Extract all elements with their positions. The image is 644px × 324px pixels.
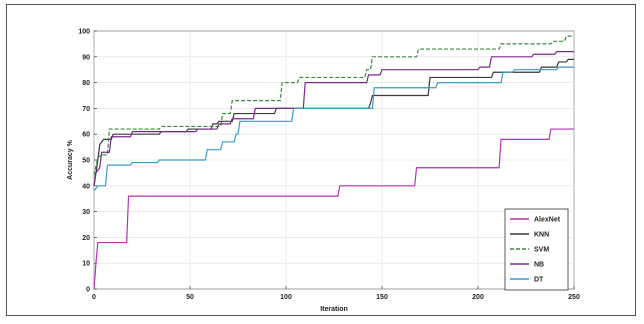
y-tick-label: 90 [82,54,90,61]
x-tick-label: 200 [472,294,484,301]
legend-label-alexnet: AlexNet [534,217,561,224]
y-axis-label: Accuracy % [67,139,74,179]
x-axis-label: Iteration [320,306,348,313]
y-tick-label: 40 [82,183,90,190]
y-tick-label: 100 [78,29,90,36]
legend-label-dt: DT [534,277,544,284]
x-tick-label: 100 [280,294,292,301]
x-tick-label: 0 [92,294,96,301]
series-line-svm [93,35,574,176]
x-tick-label: 150 [376,294,388,301]
y-tick-label: 80 [82,80,90,87]
legend-label-nb: NB [534,262,544,269]
y-tick-label: 0 [86,287,90,294]
y-tick-label: 60 [82,132,90,139]
x-tick-label: 250 [568,294,580,301]
y-tick-label: 20 [82,235,90,242]
x-tick-label: 50 [186,294,194,301]
series-line-alexnet [93,128,574,290]
axis-ticks: 0 50 100 150 200 250 0 10 20 30 40 50 60 70 80 90 100 [78,29,580,302]
y-tick-label: 30 [82,209,90,216]
legend-label-knn: KNN [534,232,549,239]
series-line-nb [93,51,574,186]
series-lines [93,35,574,290]
legend-label-svm: SVM [534,247,549,254]
legend-box [504,208,569,291]
y-tick-label: 70 [82,106,90,113]
y-tick-label: 10 [82,261,90,268]
y-tick-label: 50 [82,158,90,165]
legend: AlexNet KNN SVM NB DT [504,208,569,291]
series-line-dt [93,66,574,192]
